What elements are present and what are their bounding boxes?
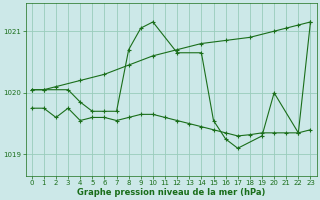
X-axis label: Graphe pression niveau de la mer (hPa): Graphe pression niveau de la mer (hPa)	[77, 188, 265, 197]
